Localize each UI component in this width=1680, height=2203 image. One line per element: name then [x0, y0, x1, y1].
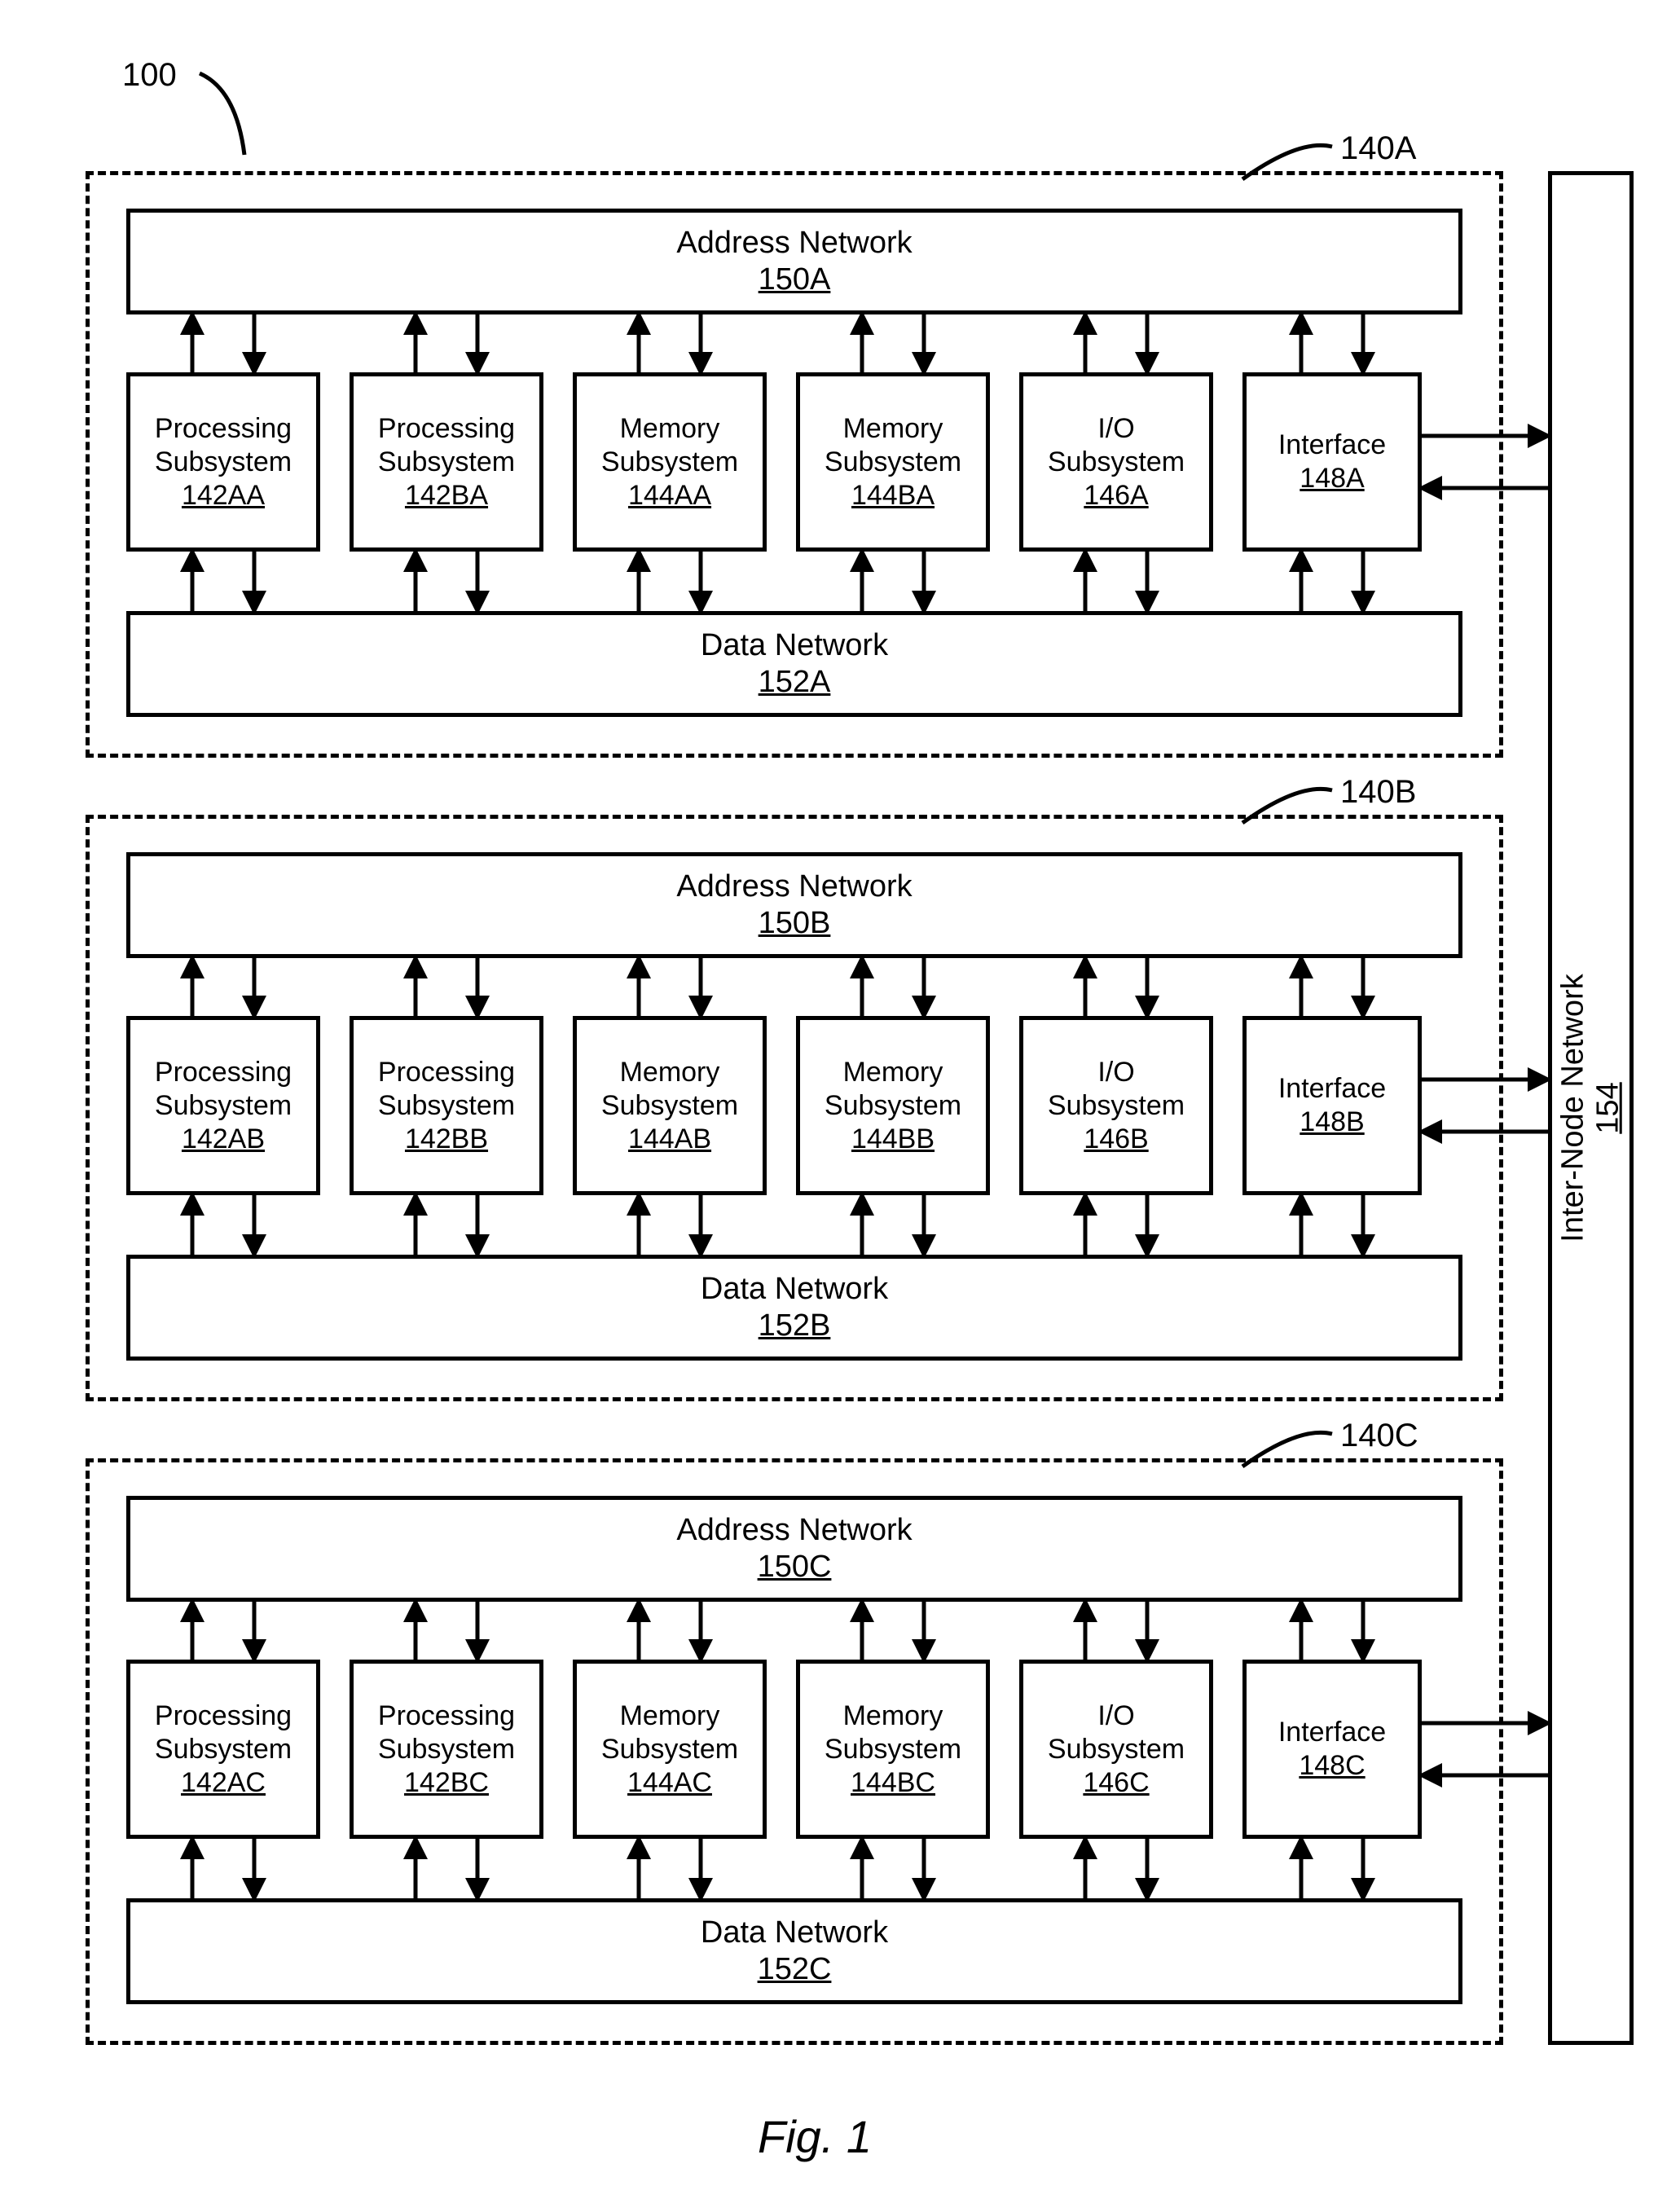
- subsystem-line: Interface: [1278, 1717, 1386, 1748]
- data-network-ref: 152A: [759, 665, 831, 700]
- subsystem-ref: 142AA: [182, 480, 265, 512]
- interface-box: Interface148A: [1242, 372, 1422, 552]
- subsystem-ref: 142AC: [181, 1767, 266, 1799]
- subsystem-ref: 144AB: [628, 1123, 711, 1155]
- subsystem-box: MemorySubsystem144AB: [573, 1016, 767, 1195]
- subsystem-line: Subsystem: [378, 1734, 515, 1765]
- data-network: Data Network152B: [126, 1255, 1462, 1361]
- subsystem-line: Memory: [620, 1700, 720, 1732]
- subsystem-ref: 144AC: [627, 1767, 712, 1799]
- subsystem-box: ProcessingSubsystem142BA: [350, 372, 543, 552]
- subsystem-ref: 146C: [1083, 1767, 1149, 1799]
- subsystem-ref: 146A: [1084, 480, 1148, 512]
- inter-node-network: Inter-Node Network154: [1548, 171, 1634, 2045]
- figure-caption: Fig. 1: [758, 2110, 872, 2163]
- address-network: Address Network150A: [126, 209, 1462, 314]
- subsystem-line: Subsystem: [601, 1734, 738, 1765]
- subsystem-box: ProcessingSubsystem142AC: [126, 1660, 320, 1839]
- address-network: Address Network150B: [126, 852, 1462, 958]
- subsystem-line: Subsystem: [601, 446, 738, 478]
- node-ref: 140A: [1340, 130, 1416, 167]
- node-ref: 140C: [1340, 1418, 1418, 1454]
- subsystem-ref: 142AB: [182, 1123, 265, 1155]
- subsystem-line: Processing: [378, 413, 515, 445]
- address-network: Address Network150C: [126, 1496, 1462, 1602]
- subsystem-line: I/O: [1097, 1057, 1134, 1088]
- data-network-title: Data Network: [701, 1272, 888, 1307]
- subsystem-ref: 144BC: [851, 1767, 935, 1799]
- subsystem-ref: 142BC: [404, 1767, 489, 1799]
- subsystem-ref: 148B: [1300, 1106, 1364, 1138]
- subsystem-line: I/O: [1097, 1700, 1134, 1732]
- subsystem-line: Subsystem: [825, 1734, 961, 1765]
- subsystem-line: I/O: [1097, 413, 1134, 445]
- subsystem-line: Subsystem: [1048, 446, 1185, 478]
- subsystem-box: ProcessingSubsystem142BC: [350, 1660, 543, 1839]
- subsystem-box: MemorySubsystem144BA: [796, 372, 990, 552]
- data-network-title: Data Network: [701, 1915, 888, 1950]
- node-ref: 140B: [1340, 774, 1416, 811]
- data-network: Data Network152C: [126, 1898, 1462, 2004]
- subsystem-box: MemorySubsystem144AA: [573, 372, 767, 552]
- subsystem-ref: 148C: [1299, 1750, 1365, 1782]
- subsystem-box: MemorySubsystem144AC: [573, 1660, 767, 1839]
- subsystem-box: I/OSubsystem146A: [1019, 372, 1213, 552]
- subsystem-box: MemorySubsystem144BC: [796, 1660, 990, 1839]
- subsystem-ref: 146B: [1084, 1123, 1148, 1155]
- subsystem-line: Subsystem: [378, 1090, 515, 1122]
- subsystem-line: Processing: [155, 1057, 292, 1088]
- subsystem-line: Memory: [843, 413, 943, 445]
- data-network-ref: 152C: [758, 1952, 832, 1987]
- address-network-title: Address Network: [676, 226, 912, 261]
- subsystem-line: Subsystem: [155, 446, 292, 478]
- subsystem-box: ProcessingSubsystem142BB: [350, 1016, 543, 1195]
- subsystem-line: Memory: [843, 1700, 943, 1732]
- subsystem-line: Interface: [1278, 1073, 1386, 1105]
- subsystem-line: Processing: [155, 413, 292, 445]
- address-network-ref: 150A: [759, 262, 831, 297]
- address-network-title: Address Network: [676, 869, 912, 904]
- subsystem-line: Subsystem: [155, 1090, 292, 1122]
- subsystem-ref: 144BA: [851, 480, 935, 512]
- subsystem-box: I/OSubsystem146C: [1019, 1660, 1213, 1839]
- subsystem-box: ProcessingSubsystem142AA: [126, 372, 320, 552]
- subsystem-line: Processing: [155, 1700, 292, 1732]
- subsystem-line: Subsystem: [601, 1090, 738, 1122]
- subsystem-line: Memory: [843, 1057, 943, 1088]
- subsystem-box: MemorySubsystem144BB: [796, 1016, 990, 1195]
- subsystem-box: I/OSubsystem146B: [1019, 1016, 1213, 1195]
- subsystem-line: Memory: [620, 1057, 720, 1088]
- subsystem-ref: 142BB: [405, 1123, 488, 1155]
- address-network-ref: 150C: [758, 1550, 832, 1585]
- subsystem-line: Subsystem: [1048, 1090, 1185, 1122]
- subsystem-line: Interface: [1278, 429, 1386, 461]
- data-network: Data Network152A: [126, 611, 1462, 717]
- inter-node-ref: 154: [1591, 1082, 1625, 1133]
- data-network-ref: 152B: [759, 1308, 831, 1343]
- address-network-ref: 150B: [759, 906, 831, 941]
- address-network-title: Address Network: [676, 1513, 912, 1548]
- subsystem-line: Processing: [378, 1700, 515, 1732]
- subsystem-ref: 144BB: [851, 1123, 935, 1155]
- subsystem-ref: 144AA: [628, 480, 711, 512]
- subsystem-line: Subsystem: [825, 446, 961, 478]
- subsystem-line: Subsystem: [378, 446, 515, 478]
- subsystem-line: Subsystem: [155, 1734, 292, 1765]
- system-ref: 100: [122, 57, 177, 94]
- interface-box: Interface148C: [1242, 1660, 1422, 1839]
- subsystem-line: Memory: [620, 413, 720, 445]
- subsystem-box: ProcessingSubsystem142AB: [126, 1016, 320, 1195]
- inter-node-title: Inter-Node Network: [1556, 974, 1590, 1242]
- subsystem-line: Subsystem: [1048, 1734, 1185, 1765]
- subsystem-line: Subsystem: [825, 1090, 961, 1122]
- subsystem-line: Processing: [378, 1057, 515, 1088]
- subsystem-ref: 142BA: [405, 480, 488, 512]
- interface-box: Interface148B: [1242, 1016, 1422, 1195]
- data-network-title: Data Network: [701, 628, 888, 663]
- subsystem-ref: 148A: [1300, 463, 1364, 495]
